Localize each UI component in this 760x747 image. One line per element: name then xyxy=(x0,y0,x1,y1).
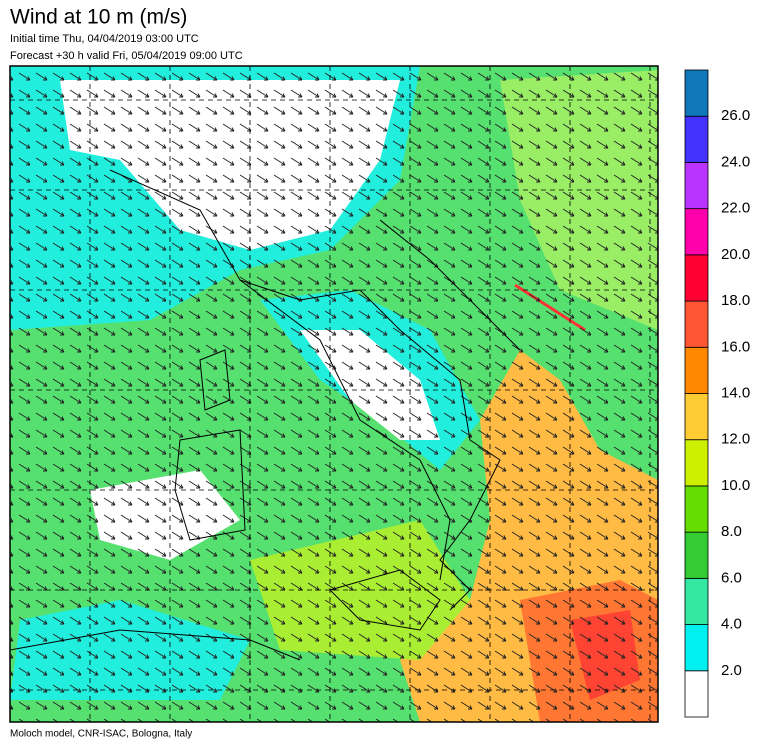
colorbar: 2.0 4.0 6.0 8.0 10.0 12.0 14.0 16.0 18.0 20.0 22.0… xyxy=(684,69,750,718)
colorbar-box xyxy=(684,162,709,210)
footer: Moloch model, CNR-ISAC, Bologna, Italy xyxy=(10,729,192,740)
colorbar-label: 24.0 xyxy=(721,153,750,170)
colorbar-label: 20.0 xyxy=(721,246,750,263)
colorbar-label: 16.0 xyxy=(721,338,750,355)
colorbar-box xyxy=(684,670,709,718)
initial-time: Initial time Thu, 04/04/2019 03:00 UTC xyxy=(10,33,199,45)
colorbar-box xyxy=(684,393,709,441)
colorbar-label: 4.0 xyxy=(721,616,742,633)
colorbar-box xyxy=(684,254,709,302)
colorbar-box xyxy=(684,69,709,117)
wind-arrows xyxy=(10,66,658,722)
colorbar-label: 18.0 xyxy=(721,292,750,309)
colorbar-label: 2.0 xyxy=(721,662,742,679)
title: Wind at 10 m (m/s) xyxy=(10,6,187,29)
colorbar-label: 22.0 xyxy=(721,200,750,217)
colorbar-label: 6.0 xyxy=(721,569,742,586)
colorbar-box xyxy=(684,300,709,348)
colorbar-box xyxy=(684,208,709,256)
colorbar-label: 10.0 xyxy=(721,477,750,494)
colorbar-box xyxy=(684,439,709,487)
graticule xyxy=(10,66,658,722)
coastlines xyxy=(10,169,521,661)
colorbar-box xyxy=(684,485,709,533)
map-frame xyxy=(9,65,659,723)
forecast-time: Forecast +30 h valid Fri, 05/04/2019 09:… xyxy=(10,50,243,62)
colorbar-label: 14.0 xyxy=(721,384,750,401)
colorbar-label: 26.0 xyxy=(721,107,750,124)
colorbar-box xyxy=(684,531,709,579)
map xyxy=(10,66,658,722)
colorbar-box xyxy=(684,624,709,672)
colorbar-box xyxy=(684,115,709,163)
colorbar-box xyxy=(684,346,709,394)
colorbar-label: 8.0 xyxy=(721,523,742,540)
colorbar-label: 12.0 xyxy=(721,431,750,448)
colorbar-box xyxy=(684,577,709,625)
